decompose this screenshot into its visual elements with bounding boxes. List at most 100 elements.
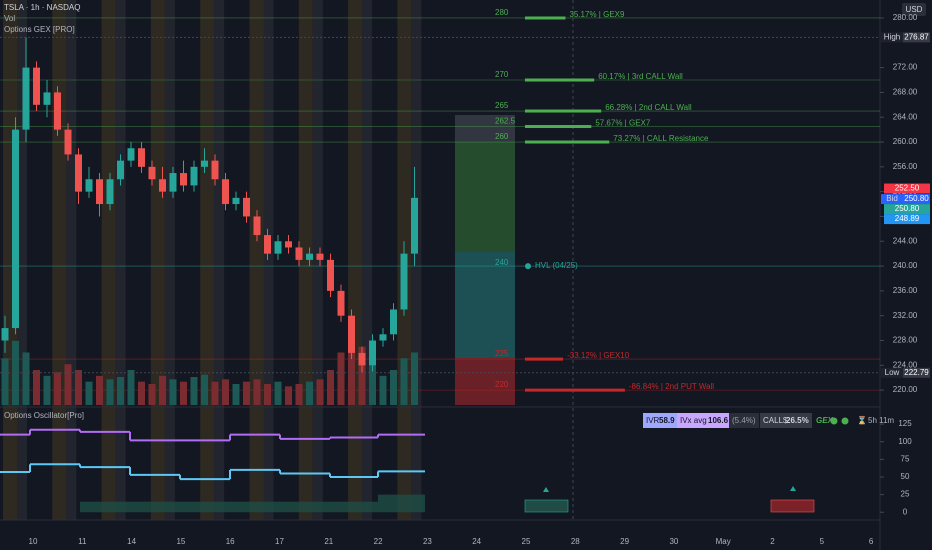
gex-bar [525, 140, 610, 144]
gex-label: 35.17% | GEX9 [569, 10, 625, 19]
zone-red [455, 358, 515, 405]
x-tick-label: 15 [176, 537, 185, 546]
volume-bar [222, 379, 229, 405]
osc-area [180, 501, 230, 513]
ivx-label: IVx avg [680, 416, 707, 425]
candle-body [64, 129, 72, 155]
candle-body [159, 179, 166, 192]
status-dot [830, 417, 838, 425]
volume-bar [390, 370, 397, 405]
y-tick-label: 280.00 [893, 13, 918, 22]
x-tick-label: 24 [472, 537, 481, 546]
candle-body [232, 197, 240, 205]
y-tick-label: 268.00 [893, 88, 918, 97]
y-tick-label: 75 [901, 454, 910, 463]
y-tick-label: 125 [898, 419, 912, 428]
volume-bar [148, 384, 156, 405]
osc-area [130, 501, 180, 513]
volume-bar [201, 374, 208, 405]
candle-body [201, 160, 208, 167]
level-strike: 280 [495, 8, 509, 17]
volume-bar [369, 364, 376, 405]
candle-body [54, 92, 61, 130]
volume-bar [253, 379, 261, 405]
candle-body [411, 197, 418, 254]
session-band [101, 0, 116, 520]
price-tag [884, 214, 930, 225]
volume-bar [12, 340, 19, 405]
call-label: CALL$ [763, 416, 788, 425]
session-band [66, 0, 77, 520]
candle-body [85, 179, 93, 192]
symbol: TSLA · 1h · NASDAQ [4, 3, 80, 12]
x-tick-label: May [716, 537, 731, 546]
session-band [411, 0, 422, 520]
gex-bar [525, 357, 564, 361]
x-tick-label: 25 [522, 537, 531, 546]
volume-bar [106, 379, 114, 405]
candle-body [33, 67, 40, 105]
volume-bar [43, 375, 51, 405]
session-band [362, 0, 373, 520]
volume-bar [211, 381, 219, 405]
price-tag-label: 250.80 [895, 204, 920, 213]
currency-button[interactable] [902, 3, 926, 16]
tag-name-box [881, 32, 903, 43]
candle-body [117, 160, 124, 180]
candle-body [211, 160, 219, 180]
x-tick-label: 30 [669, 537, 678, 546]
session-band [115, 0, 126, 520]
change-box [729, 413, 759, 428]
gex: GEX [816, 416, 834, 425]
zone-gray [455, 115, 515, 142]
volume-bar [169, 379, 177, 405]
signal-box-down [770, 499, 815, 513]
session-band [348, 0, 363, 520]
y-tick-label: 232.00 [893, 311, 918, 320]
volume-bar [64, 364, 72, 405]
hvl-dot [525, 263, 531, 270]
candle-body [295, 247, 303, 260]
candle-body [148, 166, 156, 180]
osc-area [230, 501, 280, 513]
tag-name-box [881, 194, 903, 205]
y-tick-label: 50 [901, 472, 910, 481]
x-tick-label: 14 [127, 537, 136, 546]
signal-arrow [790, 486, 796, 491]
volume-bar [1, 358, 9, 405]
x-tick-label: 23 [423, 537, 432, 546]
price-tag [903, 32, 930, 43]
tag-name-box [881, 367, 903, 378]
gex-bar [525, 388, 625, 392]
level-strike: 225 [495, 349, 509, 358]
session-band [200, 0, 215, 520]
volume-bar [96, 375, 103, 405]
ivr: 58.9 [659, 416, 675, 425]
candle-body [285, 241, 292, 248]
gex-label: 66.28% | 2nd CALL Wall [605, 103, 692, 112]
signal-box-up [524, 499, 569, 513]
osc-area [378, 494, 425, 513]
x-tick-label: 5 [820, 537, 825, 546]
candle-body [1, 328, 9, 341]
candle-body [369, 340, 376, 366]
gex-label: 73.27% | CALL Resistance [613, 134, 709, 143]
y-tick-label: 228.00 [893, 336, 918, 345]
candle-body [22, 67, 30, 130]
volume-bar [348, 335, 355, 405]
osc-area [330, 501, 378, 513]
status-dot [841, 417, 849, 425]
volume-bar [285, 386, 292, 405]
tag-name: High [884, 33, 900, 42]
x-tick-label: 2 [770, 537, 775, 546]
x-tick-label: 11 [78, 537, 87, 546]
zone-green [455, 142, 515, 252]
y-tick-label: 100 [898, 437, 912, 446]
candle-body [43, 92, 51, 105]
gex-bar [525, 78, 595, 82]
hvl-strike: 240 [495, 258, 509, 267]
indicator-label: Options GEX [PRO] [4, 25, 75, 34]
candle-body [253, 216, 261, 236]
currency[interactable]: USD [906, 5, 923, 14]
y-tick-label: 236.00 [893, 286, 918, 295]
